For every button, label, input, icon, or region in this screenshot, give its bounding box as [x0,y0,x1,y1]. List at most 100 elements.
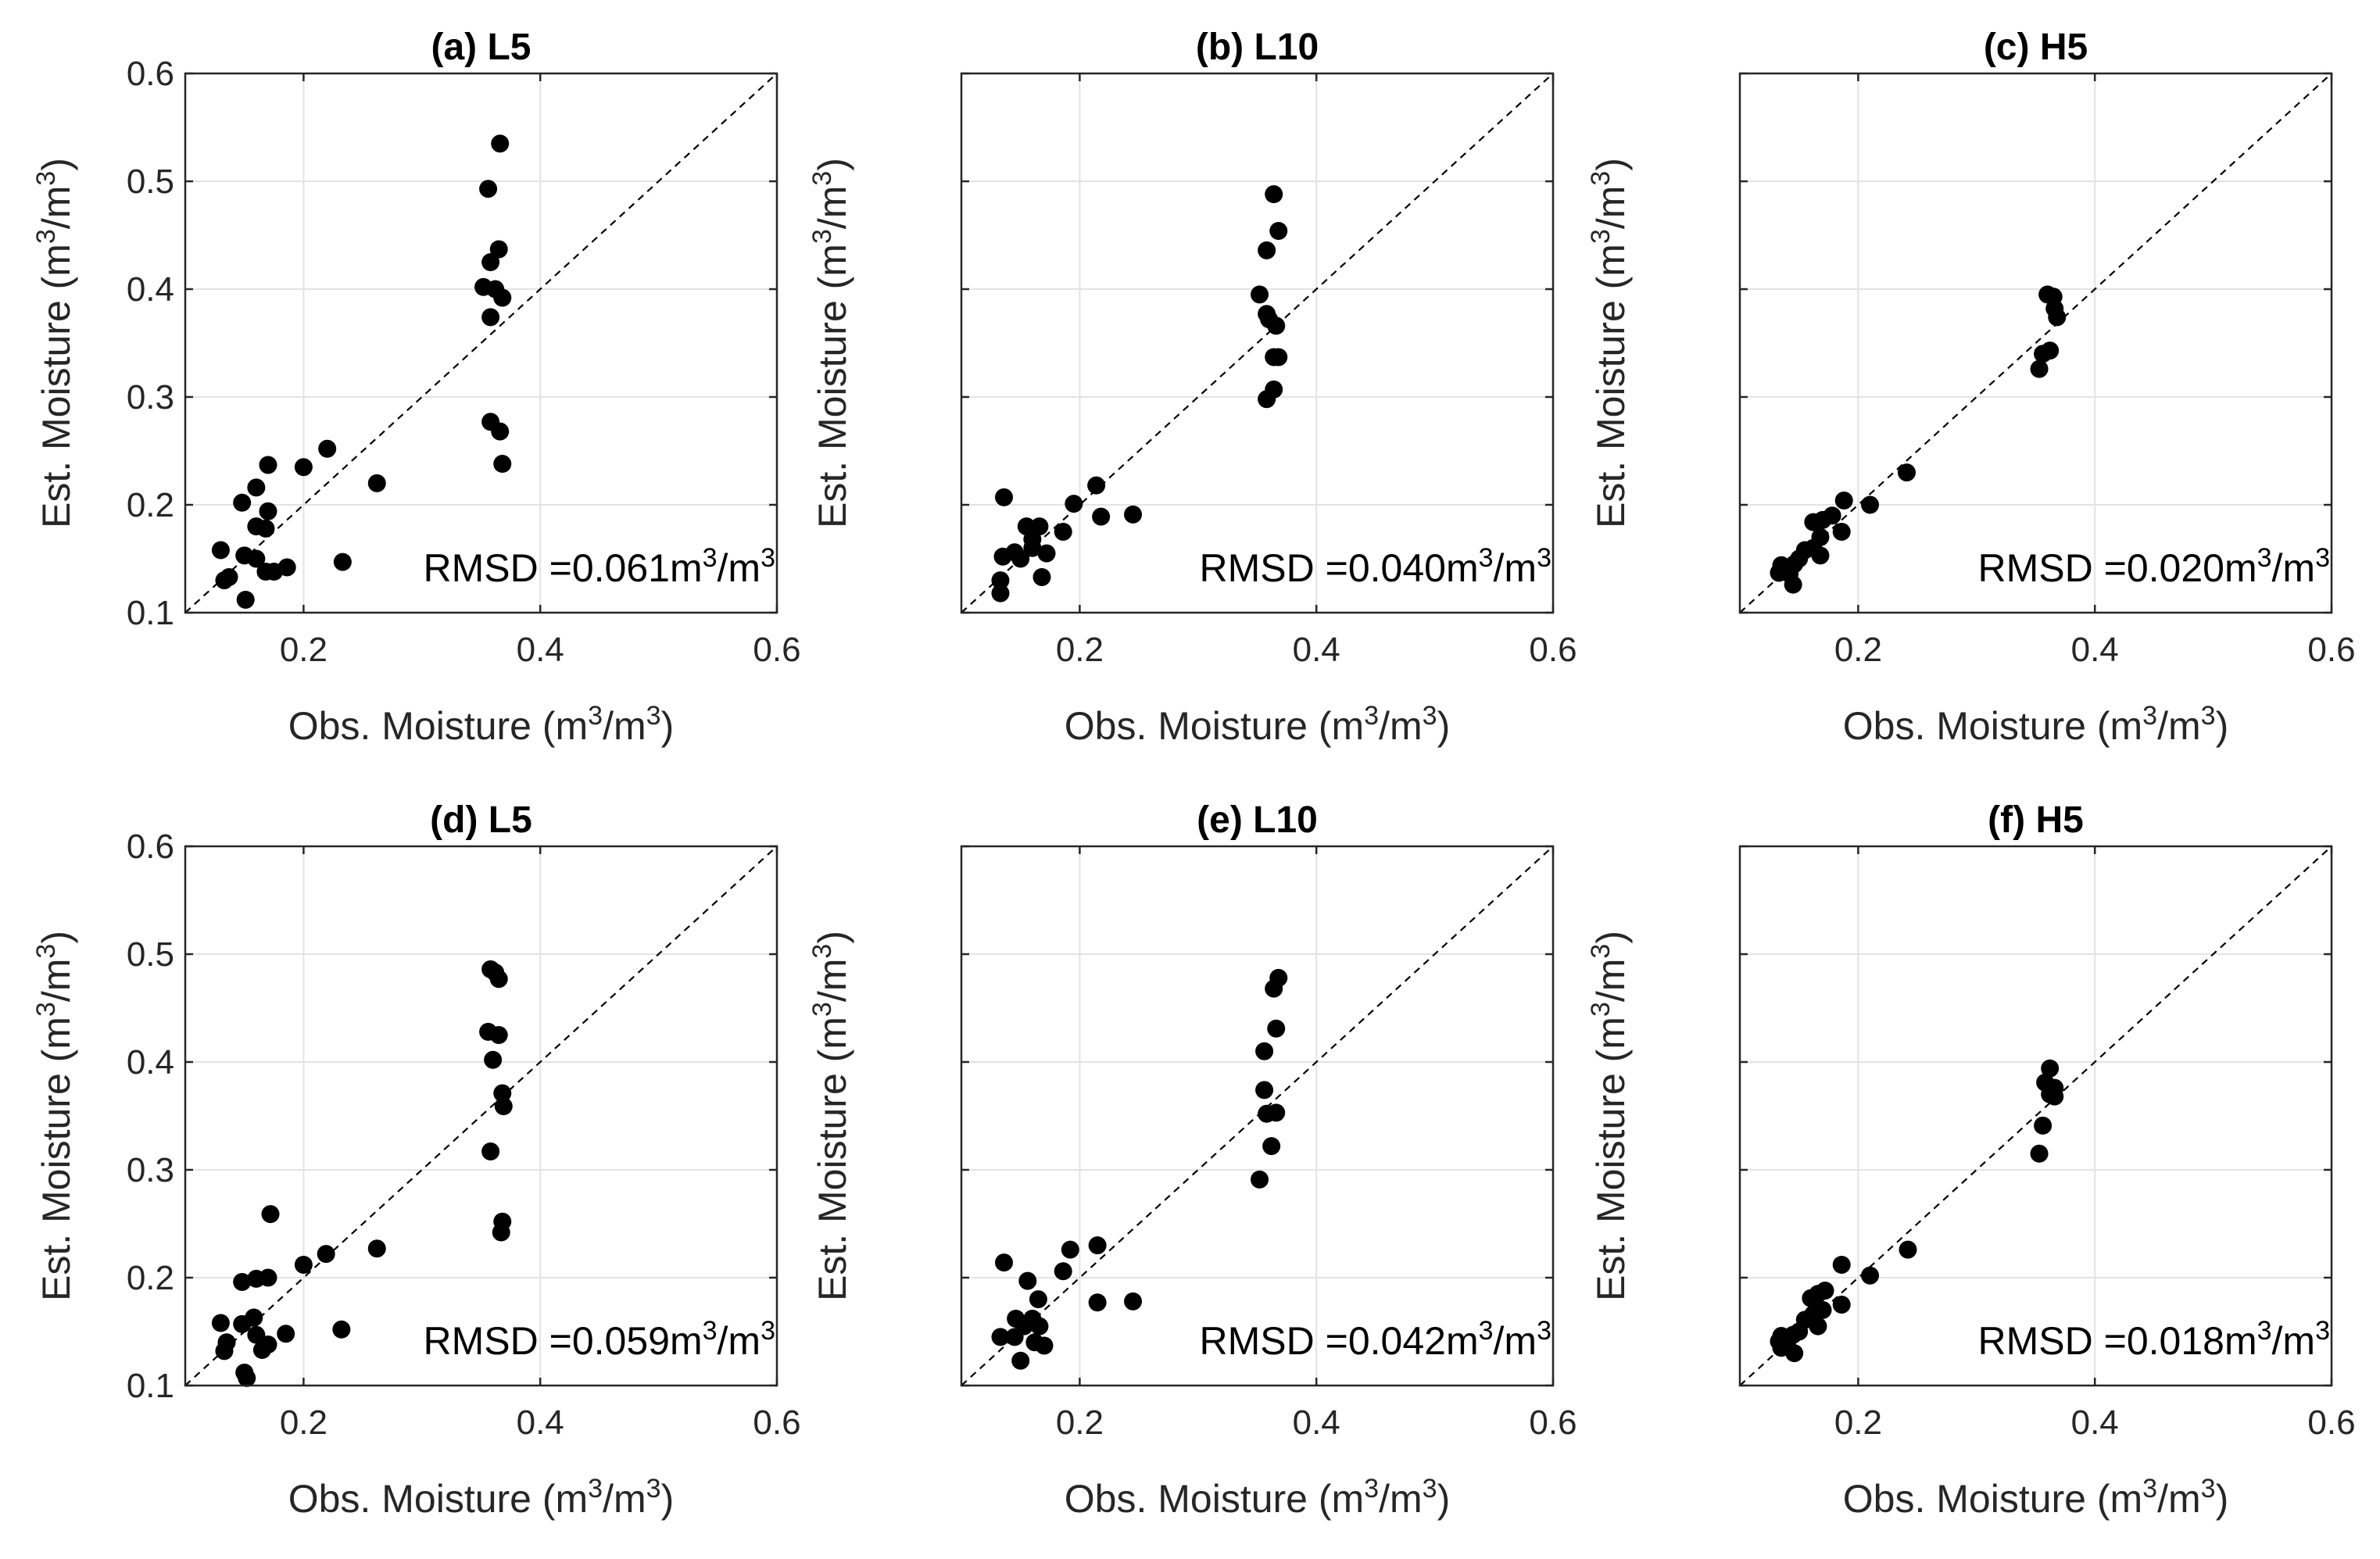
panel-title: (c) H5 [1984,27,2088,68]
x-axis-label: Obs. Moisture (m3/m3) [1065,1474,1450,1521]
y-tick-label: 0.6 [127,55,174,93]
data-point [1018,1271,1037,1290]
data-point [1832,1255,1851,1274]
y-axis-label: Est. Moisture (m3/m3) [1586,158,1633,528]
data-point [1011,1351,1030,1370]
x-axis-label-close: ) [1437,1477,1451,1521]
data-point [2034,1116,2053,1135]
x-axis-label-close: ) [661,1477,675,1521]
rmsd-prefix: RMSD = [1200,1319,1348,1363]
data-point [991,584,1010,603]
rmsd-prefix: RMSD = [424,546,572,590]
axes-box [960,845,1555,1387]
data-point [233,493,252,512]
rmsd-value: 0.020 [2127,546,2224,590]
data-point [493,1084,512,1103]
data-point [1255,1042,1274,1060]
data-point [1267,316,1286,335]
data-point [2030,1144,2049,1163]
y-axis-label-close: ) [1589,931,1633,944]
data-point [215,1342,234,1361]
axes-box [184,845,778,1387]
y-axis-label-unit-slash: /m [34,186,78,230]
data-point [1087,476,1106,495]
data-point [1035,1336,1054,1355]
rmsd-unit-m: m [2224,1319,2257,1363]
x-axis-label-unit-slash: /m [1379,1477,1423,1521]
data-point [256,519,275,538]
rmsd-annotation: RMSD =0.042m3/m3 [1200,1316,1551,1363]
rmsd-unit-sup: 3 [761,543,775,573]
x-axis-label-text: Obs. Moisture ( [1065,704,1332,748]
data-point [261,1205,280,1224]
data-point [1065,495,1083,513]
x-tick-label: 0.4 [517,1403,564,1442]
y-axis-label-text: Est. Moisture ( [1589,276,1633,528]
data-point [484,1050,503,1069]
panel-3: 0.2 0.4 0.6 0.1 0.2 0.3 0.4 0.5 0.6 (d) L5 Obs. Mo… [31,799,801,1521]
y-axis-label-text: Est. Moisture ( [1589,1049,1633,1301]
data-point [1054,523,1072,541]
data-point [1262,1137,1281,1156]
x-tick-label: 0.2 [280,631,327,669]
data-point [1265,185,1283,204]
one-to-one-line [184,846,778,1386]
data-point [233,1314,252,1333]
data-point [1251,285,1269,304]
x-axis-label-unit-sup: 3 [2201,1474,2216,1504]
rmsd-unit-sup: 3 [2257,543,2272,573]
data-point [479,180,498,198]
data-point [211,541,230,560]
data-point [367,474,386,492]
data-point [1809,1317,1827,1336]
data-point [1811,546,1830,565]
data-point [1124,505,1143,524]
data-point [1029,1290,1047,1309]
x-axis-label-unit-sup: 3 [1423,1474,1437,1504]
x-axis-label-unit-sup: 3 [1364,701,1379,731]
x-tick-label: 0.2 [1056,1403,1104,1442]
data-point [1861,1266,1880,1285]
x-axis-label-unit-m: m [2110,1477,2143,1521]
rmsd-unit-m: m [670,1319,703,1363]
y-tick-label: 0.1 [127,1367,174,1405]
data-point [1785,1344,1804,1363]
data-point [1258,241,1276,259]
x-axis-label-unit-sup: 3 [2142,1474,2157,1504]
y-axis-label-unit-sup: 3 [1586,171,1616,186]
rmsd-unit-slash: /m [1494,1319,1537,1363]
data-point [1899,1240,1917,1259]
data-point [491,422,510,441]
data-point [1265,979,1283,998]
y-axis-label-unit-sup: 3 [31,1002,61,1017]
one-to-one-line [961,846,1554,1386]
x-axis-label-unit-sup: 3 [1364,1474,1379,1504]
data-point [367,1239,386,1258]
y-tick-label: 0.3 [127,1151,174,1189]
y-axis-label-text: Est. Moisture ( [34,276,78,528]
x-axis-label: Obs. Moisture (m3/m3) [1843,701,2228,748]
rmsd-prefix: RMSD = [1978,546,2127,590]
axes-box [960,72,1555,614]
x-axis-label-unit-m: m [556,1477,589,1521]
data-point [1861,495,1880,514]
rmsd-annotation: RMSD =0.018m3/m3 [1978,1316,2330,1363]
rmsd-unit-slash: /m [2272,546,2316,590]
x-axis-label-text: Obs. Moisture ( [288,704,556,748]
data-point [1030,1317,1049,1336]
rmsd-unit-slash: /m [1494,546,1537,590]
x-tick-label: 0.6 [2307,1403,2355,1442]
rmsd-unit-sup: 3 [1537,1316,1551,1346]
panel-title: (b) L10 [1196,27,1319,68]
rmsd-value: 0.042 [1348,1319,1446,1363]
y-axis-label-text: Est. Moisture ( [34,1049,78,1301]
x-tick-label: 0.2 [1834,631,1882,669]
x-axis-label-text: Obs. Moisture ( [1843,704,2110,748]
y-axis-label-unit-sup: 3 [807,1002,837,1017]
data-point [211,1314,230,1332]
x-tick-label: 0.4 [517,631,564,669]
data-point [492,1223,510,1242]
x-tick-label: 0.6 [1529,631,1577,669]
